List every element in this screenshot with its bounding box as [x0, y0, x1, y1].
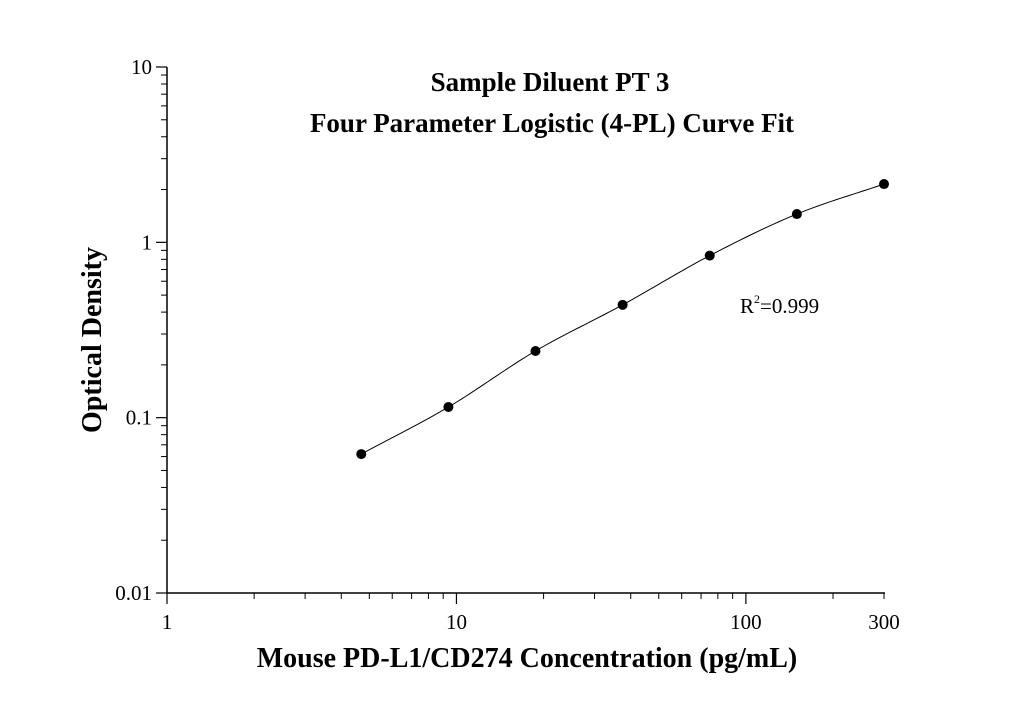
y-tick-label: 10 — [131, 55, 152, 79]
r-squared-annotation: R2=0.999 — [740, 292, 819, 318]
y-tick-label: 1 — [142, 230, 153, 254]
fit-curve — [361, 183, 885, 455]
chart-title-line2: Four Parameter Logistic (4-PL) Curve Fit — [310, 108, 794, 138]
data-points — [356, 179, 889, 460]
chart-title-line1: Sample Diluent PT 3 — [431, 67, 670, 97]
data-point — [791, 209, 802, 220]
x-tick-label: 300 — [868, 610, 900, 634]
y-axis-label: Optical Density — [77, 247, 108, 433]
r-squared-exponent: 2 — [754, 292, 760, 306]
x-tick-label: 10 — [446, 610, 467, 634]
x-axis-label: Mouse PD-L1/CD274 Concentration (pg/mL) — [257, 643, 798, 674]
data-point — [879, 179, 889, 190]
x-tick-label: 100 — [730, 610, 762, 634]
data-point — [443, 402, 454, 413]
data-point — [617, 299, 628, 310]
axes — [166, 67, 885, 594]
x-tick-label: 1 — [162, 610, 173, 634]
y-tick-label: 0.1 — [126, 406, 152, 430]
ticks: 1 10 100 300 0.01 0.1 1 10 — [115, 55, 900, 634]
y-tick-label: 0.01 — [115, 581, 152, 605]
data-point — [356, 449, 367, 460]
data-point — [530, 346, 541, 357]
data-point — [704, 250, 715, 261]
